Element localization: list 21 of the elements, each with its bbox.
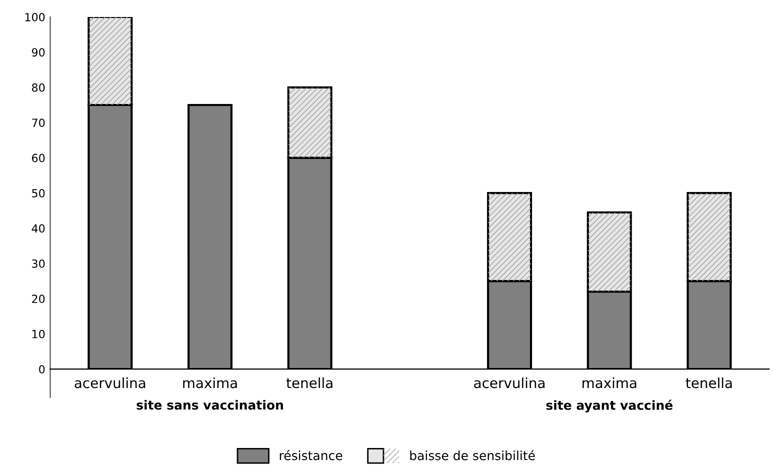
- y-tick-label: 0: [39, 365, 45, 374]
- legend-label: baisse de sensibilité: [410, 450, 535, 460]
- y-tick-label: 50: [32, 189, 45, 198]
- x-tick-label: maxima: [582, 377, 636, 388]
- y-tick-label: 40: [32, 224, 45, 233]
- y-tick-label: 30: [32, 259, 45, 268]
- y-tick-label: 70: [32, 118, 45, 128]
- x-tick-label: acervulina: [74, 377, 146, 388]
- y-tick-label: 100: [25, 12, 45, 22]
- text: site sans vaccination: [136, 400, 283, 410]
- x-tick-label: maxima: [183, 377, 237, 388]
- x-tick-label: tenella: [286, 377, 332, 388]
- x-tick-label: acervulina: [474, 377, 545, 388]
- legend-label: résistance: [280, 450, 342, 460]
- x-tick-label: tenella: [686, 377, 732, 388]
- y-tick-label: 20: [32, 294, 45, 304]
- y-tick-label: 80: [32, 83, 45, 92]
- y-tick-label: 90: [32, 48, 45, 57]
- y-tick-label: 10: [32, 330, 45, 338]
- text: site ayant vacciné: [546, 400, 672, 412]
- y-tick-label: 60: [32, 154, 45, 162]
